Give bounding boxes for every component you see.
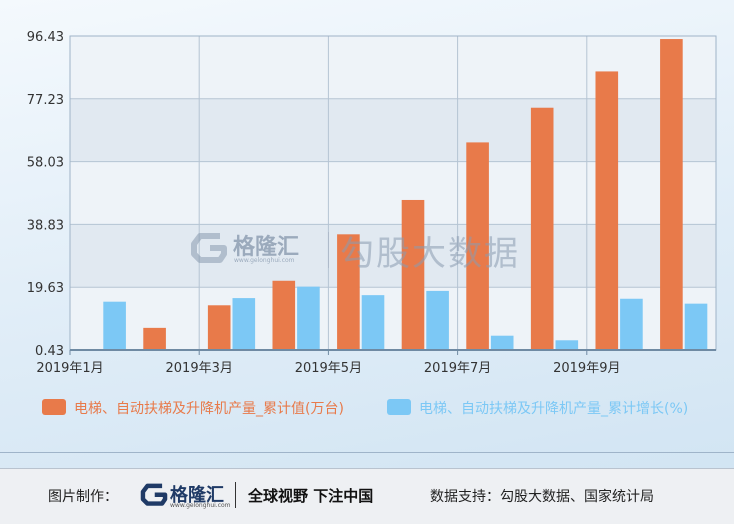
bar-cumulative-growth	[620, 298, 643, 350]
bar-cumulative-value	[595, 71, 619, 350]
gelonghui-watermark-logo-icon	[191, 233, 227, 263]
footer-brand: 格隆汇	[170, 485, 224, 506]
legend-label-growth: 电梯、自动扶梯及升降机产量_累计增长(%)	[419, 401, 688, 417]
bar-cumulative-value	[143, 327, 166, 350]
plot-band	[70, 287, 716, 350]
data-source: 数据支持：勾股大数据、国家统计局	[430, 489, 654, 505]
footer	[0, 468, 734, 524]
footer-slogan: 全球视野 下注中国	[248, 487, 374, 505]
x-tick-label: 2019年3月	[166, 361, 233, 376]
x-tick-label: 2019年1月	[36, 361, 103, 376]
bar-cumulative-growth	[426, 290, 449, 350]
legend-swatch-growth	[387, 399, 411, 415]
watermark-brand: 格隆汇	[233, 235, 300, 260]
bar-cumulative-value	[530, 107, 554, 351]
bar-cumulative-growth	[490, 335, 514, 350]
bar-cumulative-value	[401, 199, 425, 350]
bar-cumulative-growth	[232, 298, 256, 350]
y-tick-label: 38.83	[27, 218, 64, 233]
y-tick-label: 19.63	[27, 281, 64, 296]
legend-label-value: 电梯、自动扶梯及升降机产量_累计值(万台)	[74, 401, 344, 417]
bar-cumulative-value	[660, 39, 683, 351]
bar-cumulative-growth	[103, 301, 126, 350]
bar-cumulative-growth	[555, 340, 579, 350]
plot-band	[70, 161, 716, 225]
credit-label: 图片制作：	[48, 489, 118, 505]
watermark-divider	[328, 232, 329, 268]
footer-divider	[235, 482, 236, 508]
bar-cumulative-value	[207, 305, 231, 350]
watermark-url: www.gelonghui.com	[234, 257, 295, 264]
footer-separator	[0, 452, 734, 453]
x-tick-label: 2019年7月	[424, 361, 491, 376]
y-tick-label: 77.23	[27, 93, 64, 108]
plot-band	[70, 36, 716, 99]
legend-swatch-value	[42, 399, 66, 415]
bar-cumulative-growth	[361, 295, 385, 350]
watermark-text: 勾股大数据	[340, 234, 520, 274]
y-tick-label: 0.43	[35, 344, 64, 359]
footer-brand-url: www.gelonghui.com	[170, 502, 231, 509]
bar-cumulative-value	[466, 142, 489, 350]
bar-cumulative-growth	[297, 286, 320, 350]
bar-cumulative-value	[337, 234, 360, 350]
bar-cumulative-value	[272, 280, 296, 350]
y-tick-label: 96.43	[27, 30, 64, 45]
y-tick-label: 58.03	[27, 156, 64, 171]
x-tick-label: 2019年9月	[553, 361, 620, 376]
x-tick-label: 2019年5月	[295, 361, 362, 376]
bar-cumulative-growth	[684, 303, 708, 350]
plot-band	[70, 98, 716, 162]
gelonghui-logo-icon	[140, 483, 168, 506]
